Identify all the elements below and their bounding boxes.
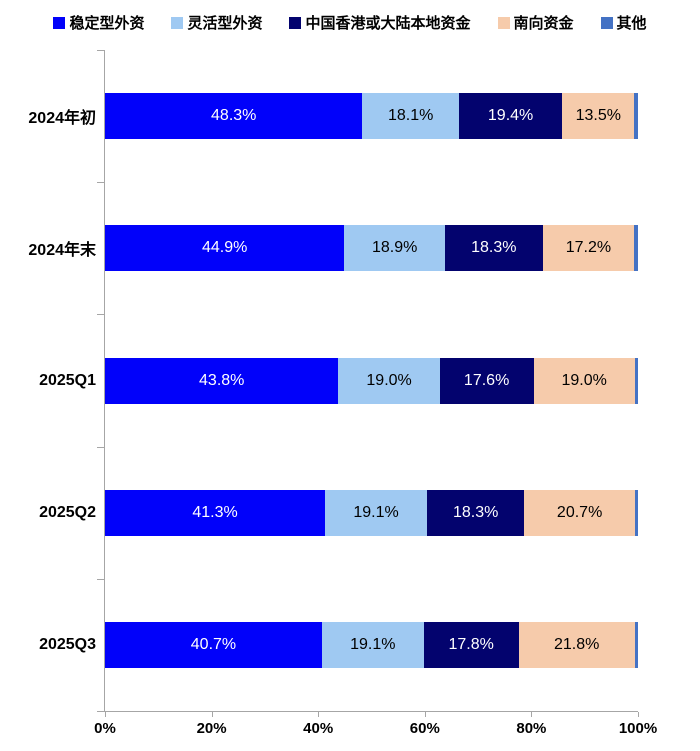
bar-segment-label: 19.1% [353,503,399,521]
bar-segment-label: 21.8% [553,635,600,653]
x-axis-tick [211,712,213,717]
bar-segment: 21.8% [518,621,635,668]
bar-segment-label: 19.0% [366,371,412,389]
category-label: 2024年末 [28,242,96,260]
bar-segment: 18.9% [344,225,446,272]
y-axis-tick [97,578,104,580]
x-axis-tick-label: 0% [94,720,116,737]
bar-segment: 13.5% [562,93,635,140]
y-axis-tick [97,182,104,184]
bar-segment: 19.0% [533,357,635,404]
x-axis-tick [638,712,639,717]
y-axis-tick [97,711,104,712]
legend-label: 中国香港或大陆本地资金 [305,15,471,32]
category-label: 2025Q3 [39,635,96,653]
stacked-bar: 44.9% 18.9% 18.3% 17.2% [105,225,638,272]
bar-segment [634,489,638,536]
stacked-bar: 48.3% 18.1% 19.4% 13.5% [105,93,638,140]
bar-segment: 18.1% [362,93,459,140]
legend-item: 其他 [600,12,647,33]
bar-segment [634,93,638,140]
bar-segment-label: 44.9% [201,239,248,257]
bar-segment: 19.0% [338,357,440,404]
bar-row: 2024年末 44.9% 18.9% 18.3% 17.2% [28,182,638,314]
legend-swatch-icon [600,16,613,29]
legend-label: 灵活型外资 [187,15,263,32]
legend-swatch-icon [171,16,184,29]
plot-area: 2024年初 48.3% 18.1% 19.4% 13.5% 2024年末 44.9% 18.… [28,50,657,737]
bar-segment-label: 17.8% [448,635,494,653]
legend-swatch-icon [53,16,66,29]
stacked-bar: 41.3% 19.1% 18.3% 20.7% [105,489,638,536]
bar-row: 2024年初 48.3% 18.1% 19.4% 13.5% [28,50,638,182]
bar-segment: 18.3% [445,225,543,272]
x-axis-tick [318,712,320,717]
bar-segment [634,621,638,668]
bar-segment: 19.1% [325,489,427,536]
legend-item: 稳定型外资 [53,12,144,33]
x-axis-tick [105,712,106,717]
bar-row: 2025Q1 43.8% 19.0% 17.6% 19.0% [39,314,638,446]
y-axis-tick [97,446,104,448]
x-axis-tick-label: 20% [196,720,227,737]
bar-segment-label: 40.7% [190,635,237,653]
legend-swatch-icon [289,16,302,29]
bar-segment [634,225,638,272]
category-label: 2025Q2 [39,503,96,521]
bar-segment-label: 18.9% [371,239,418,257]
x-axis-tick-label: 60% [409,720,440,737]
bar-segment-label: 41.3% [192,503,238,521]
bar-segment: 41.3% [105,489,326,536]
bar-segment: 43.8% [105,357,339,404]
bar-segment-label: 20.7% [556,503,603,521]
x-axis-tick-label: 100% [618,720,658,737]
bar-segment: 44.9% [105,225,345,272]
legend-item: 中国香港或大陆本地资金 [289,12,471,33]
bar-segment: 17.8% [423,621,519,668]
bar-segment: 18.3% [426,489,525,536]
legend-item: 灵活型外资 [171,12,262,33]
bar-segment-label: 19.4% [487,107,534,125]
bar-segment-label: 18.1% [387,107,434,125]
category-label: 2025Q1 [39,371,96,389]
bar-segment-label: 18.3% [471,239,517,257]
bar-segment-label: 48.3% [211,107,257,125]
y-axis-tick [97,314,104,316]
legend-item: 南向资金 [497,12,574,33]
bar-segment-label: 18.3% [453,503,499,521]
legend-label: 稳定型外资 [69,15,145,32]
bar-segment-label: 13.5% [575,107,621,125]
bar-segment-label: 17.6% [463,371,510,389]
chart-legend: 稳定型外资 灵活型外资 中国香港或大陆本地资金 南向资金 其他 [0,12,700,33]
x-axis-tick-label: 80% [516,720,547,737]
bar-segment: 48.3% [105,93,363,140]
bar-row: 2025Q3 40.7% 19.1% 17.8% 21.8% [39,579,638,711]
bar-segment-label: 43.8% [199,371,245,389]
bar-segment: 40.7% [105,621,322,668]
bar-segment-label: 19.1% [350,635,396,653]
bar-segment: 19.1% [321,621,424,668]
bar-segment: 17.2% [542,225,635,272]
bar-row: 2025Q2 41.3% 19.1% 18.3% 20.7% [39,447,638,579]
bar-segment: 17.6% [439,357,534,404]
legend-swatch-icon [497,16,510,29]
x-axis-tick-label: 40% [303,720,334,737]
legend-label: 其他 [616,15,647,32]
bar-segment: 19.4% [458,93,563,140]
bar-rows: 2024年初 48.3% 18.1% 19.4% 13.5% 2024年末 44.9% 18.… [28,50,638,711]
x-axis-tick [424,712,426,717]
stacked-bar: 43.8% 19.0% 17.6% 19.0% [105,357,638,404]
category-label: 2024年初 [28,110,96,128]
legend-label: 南向资金 [513,15,574,32]
bar-segment-label: 19.0% [561,371,607,389]
y-axis-tick [97,50,104,51]
x-axis-tick [531,712,533,717]
bar-segment: 20.7% [524,489,635,536]
bar-segment-label: 17.2% [565,239,612,257]
bar-segment [634,357,638,404]
stacked-bar: 40.7% 19.1% 17.8% 21.8% [105,621,638,668]
